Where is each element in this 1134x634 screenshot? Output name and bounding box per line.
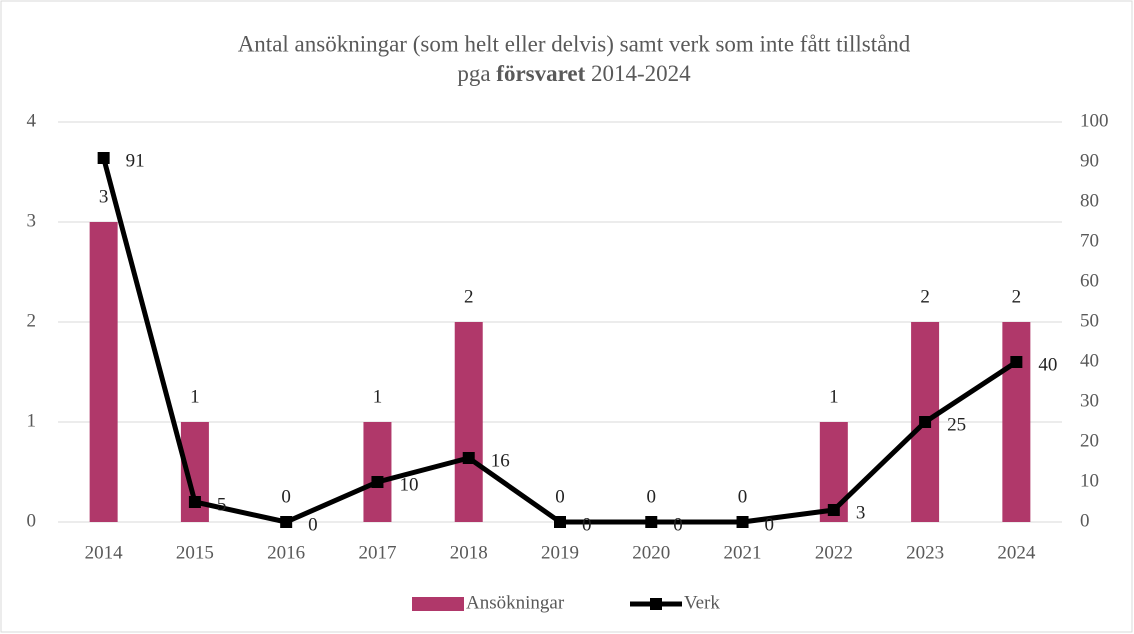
bar bbox=[363, 422, 392, 522]
x-tick-label: 2022 bbox=[815, 542, 853, 563]
data-label: 3 bbox=[99, 186, 109, 207]
data-label: 0 bbox=[673, 514, 683, 535]
y2-tick-label: 30 bbox=[1080, 390, 1099, 411]
y2-tick-label: 10 bbox=[1080, 470, 1099, 491]
y2-tick-label: 80 bbox=[1080, 190, 1099, 211]
legend-swatch bbox=[412, 597, 464, 611]
y-tick-label: 1 bbox=[27, 410, 37, 431]
line-marker bbox=[554, 516, 566, 528]
data-label: 0 bbox=[308, 514, 318, 535]
line-marker bbox=[1010, 356, 1023, 368]
y2-tick-label: 60 bbox=[1080, 270, 1099, 291]
x-tick-label: 2020 bbox=[632, 542, 670, 563]
bar bbox=[1002, 322, 1031, 522]
y2-tick-label: 40 bbox=[1080, 350, 1099, 371]
data-label: 0 bbox=[281, 486, 291, 507]
x-tick-label: 2014 bbox=[85, 542, 124, 563]
y-tick-label: 4 bbox=[27, 110, 37, 131]
line-marker bbox=[371, 476, 384, 488]
data-label: 0 bbox=[582, 514, 592, 535]
data-label: 16 bbox=[491, 450, 510, 471]
line-marker bbox=[97, 152, 110, 164]
x-tick-label: 2021 bbox=[724, 542, 762, 563]
data-label: 2 bbox=[1012, 286, 1022, 307]
line-marker bbox=[188, 496, 201, 508]
x-tick-label: 2016 bbox=[267, 542, 305, 563]
data-label: 0 bbox=[647, 486, 657, 507]
line-marker bbox=[645, 516, 658, 528]
data-label: 1 bbox=[190, 386, 200, 407]
data-label: 5 bbox=[217, 494, 227, 515]
x-tick-label: 2015 bbox=[176, 542, 214, 563]
data-label: 40 bbox=[1038, 354, 1057, 375]
y2-tick-label: 100 bbox=[1080, 110, 1109, 131]
data-label: 91 bbox=[126, 150, 145, 171]
x-tick-label: 2018 bbox=[450, 542, 488, 563]
legend-label: Verk bbox=[684, 592, 720, 613]
data-label: 10 bbox=[399, 474, 418, 495]
y2-tick-label: 50 bbox=[1080, 310, 1099, 331]
data-label: 1 bbox=[829, 386, 839, 407]
data-label: 2 bbox=[920, 286, 930, 307]
data-label: 2 bbox=[464, 286, 474, 307]
y2-tick-label: 90 bbox=[1080, 150, 1099, 171]
y-tick-label: 3 bbox=[27, 210, 37, 231]
data-label: 3 bbox=[856, 502, 866, 523]
line-marker bbox=[827, 504, 840, 516]
x-tick-label: 2023 bbox=[906, 542, 944, 563]
data-label: 1 bbox=[373, 386, 383, 407]
data-label: 25 bbox=[947, 414, 966, 435]
data-label: 0 bbox=[555, 486, 565, 507]
x-tick-label: 2024 bbox=[997, 542, 1036, 563]
line-marker bbox=[736, 516, 749, 528]
chart-title: pga försvaret 2014-2024 bbox=[457, 61, 691, 86]
legend-label: Ansökningar bbox=[466, 592, 565, 613]
bar bbox=[89, 222, 118, 522]
title-part: pga bbox=[457, 61, 490, 86]
x-tick-label: 2019 bbox=[541, 542, 579, 563]
line-marker bbox=[280, 516, 293, 528]
x-tick-label: 2017 bbox=[358, 542, 396, 563]
y2-tick-label: 0 bbox=[1080, 510, 1090, 531]
y-tick-label: 0 bbox=[27, 510, 37, 531]
data-label: 0 bbox=[738, 486, 748, 507]
title-part: 2014-2024 bbox=[591, 61, 691, 86]
line-marker bbox=[462, 452, 475, 464]
data-label: 0 bbox=[765, 514, 775, 535]
y2-tick-label: 20 bbox=[1080, 430, 1099, 451]
legend-swatch bbox=[650, 598, 662, 610]
line-marker bbox=[919, 416, 932, 428]
y2-tick-label: 70 bbox=[1080, 230, 1099, 251]
title-part: försvaret bbox=[496, 61, 585, 86]
y-tick-label: 2 bbox=[27, 310, 37, 331]
chart-title: Antal ansökningar (som helt eller delvis… bbox=[238, 31, 911, 56]
bar bbox=[454, 322, 483, 522]
